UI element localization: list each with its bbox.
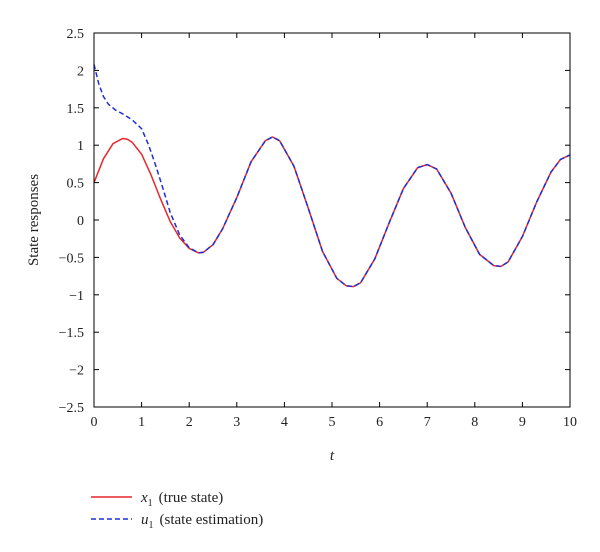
series-line-1 — [93, 64, 571, 288]
x-tick-label: 1 — [138, 415, 145, 430]
series-layer — [93, 64, 571, 288]
x-axis-label: t — [330, 448, 335, 464]
legend-label-series-0: x1 (true state) — [140, 490, 223, 509]
x-tick-label: 8 — [471, 415, 478, 430]
x-tick-label: 4 — [281, 415, 288, 430]
x-tick-label: 2 — [186, 415, 193, 430]
x-tick-label: 9 — [519, 415, 526, 430]
legend: x1 (true state) u1 (state estimation) — [91, 490, 263, 531]
y-tick-label: −2 — [69, 364, 84, 379]
x-tick-label: 6 — [376, 415, 383, 430]
x-tick-label: 0 — [91, 415, 98, 430]
y-tick-label: −1 — [69, 289, 84, 304]
y-tick-label: −2.5 — [59, 401, 84, 416]
y-tick-label: 0 — [77, 214, 84, 229]
y-tick-label: 0.5 — [67, 177, 85, 192]
y-tick-label: −0.5 — [59, 251, 84, 266]
x-tick-label: 7 — [424, 415, 431, 430]
x-tick-label: 10 — [563, 415, 577, 430]
y-axis-ticks: 2.5 2 1.5 1 0.5 0 −0.5 −1 −1.5 −2 −2.5 — [59, 27, 570, 416]
plot-background — [94, 33, 570, 407]
y-axis-label: State responses — [26, 174, 42, 266]
y-tick-label: 1 — [77, 139, 84, 154]
y-tick-label: 1.5 — [67, 102, 85, 117]
x-axis-ticks: 0 1 2 3 4 5 6 7 8 9 10 — [91, 33, 577, 430]
y-tick-label: −1.5 — [59, 326, 84, 341]
x-tick-label: 5 — [329, 415, 336, 430]
y-tick-label: 2.5 — [67, 27, 85, 42]
legend-label-series-1: u1 (state estimation) — [141, 512, 263, 531]
y-tick-label: 2 — [77, 64, 84, 79]
x-tick-label: 3 — [233, 415, 240, 430]
